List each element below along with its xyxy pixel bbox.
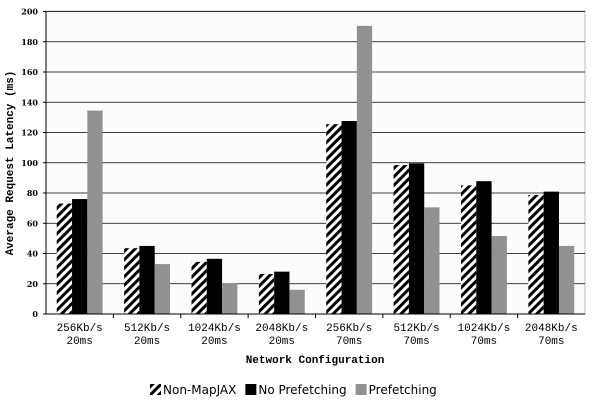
y-tick-label: 40 bbox=[27, 249, 39, 259]
bar-no-prefetching bbox=[274, 271, 290, 314]
bar-non-mapjax bbox=[393, 165, 409, 314]
bar-non-mapjax bbox=[528, 194, 544, 314]
legend-label: Prefetching bbox=[369, 383, 437, 397]
x-tick-label: 70ms bbox=[471, 336, 497, 348]
legend-label: Non-MapJAX bbox=[163, 383, 236, 397]
x-tick-label: 2048Kb/s bbox=[525, 323, 578, 335]
y-tick-label: 120 bbox=[21, 128, 38, 138]
bar-no-prefetching bbox=[476, 181, 492, 314]
bar-no-prefetching bbox=[72, 199, 88, 314]
legend-label: No Prefetching bbox=[258, 383, 346, 397]
bar-non-mapjax bbox=[191, 261, 207, 314]
bar-prefetching bbox=[356, 25, 373, 315]
bar-prefetching bbox=[87, 110, 103, 314]
x-tick-label: 20ms bbox=[66, 336, 92, 348]
y-tick-label: 60 bbox=[27, 218, 39, 228]
y-tick-label: 160 bbox=[21, 67, 38, 77]
y-tick-label: 20 bbox=[27, 279, 39, 289]
bar-non-mapjax bbox=[460, 185, 477, 314]
legend-swatch bbox=[150, 384, 161, 395]
y-tick-label: 200 bbox=[21, 7, 38, 17]
y-tick-label: 140 bbox=[21, 97, 38, 107]
y-tick-label: 0 bbox=[32, 309, 38, 319]
x-tick-label: 1024Kb/s bbox=[188, 323, 241, 335]
bar-prefetching bbox=[289, 289, 305, 314]
x-tick-label: 1024Kb/s bbox=[458, 323, 511, 335]
bar-no-prefetching bbox=[139, 245, 155, 314]
bar-non-mapjax bbox=[258, 273, 275, 314]
y-tick-label: 180 bbox=[21, 37, 38, 47]
x-tick-label: 512Kb/s bbox=[393, 323, 439, 335]
bar-non-mapjax bbox=[326, 124, 342, 315]
bar-non-mapjax bbox=[124, 248, 140, 314]
x-tick-label: 70ms bbox=[403, 336, 429, 348]
x-tick-label: 20ms bbox=[269, 336, 295, 348]
bar-prefetching bbox=[222, 282, 238, 314]
bar-prefetching bbox=[558, 245, 575, 314]
legend: Non-MapJAX No Prefetching Prefetching bbox=[150, 383, 437, 397]
x-axis-label: Network Configuration bbox=[246, 355, 385, 367]
y-tick-label: 80 bbox=[27, 188, 39, 198]
bar-prefetching bbox=[491, 235, 507, 314]
bar-no-prefetching bbox=[341, 121, 357, 314]
legend-swatch bbox=[245, 384, 257, 395]
bar-prefetching bbox=[424, 207, 440, 314]
legend-swatch bbox=[355, 384, 367, 395]
x-tick-label: 512Kb/s bbox=[124, 323, 170, 335]
x-tick-label: 2048Kb/s bbox=[255, 323, 308, 335]
bar-non-mapjax bbox=[56, 203, 73, 314]
x-tick-label: 70ms bbox=[538, 336, 564, 348]
bar-prefetching bbox=[154, 264, 171, 314]
y-axis-label: Average Request Latency (ms) bbox=[5, 71, 17, 256]
bar-no-prefetching bbox=[206, 258, 223, 314]
x-tick-label: 256Kb/s bbox=[57, 323, 103, 335]
x-tick-label: 256Kb/s bbox=[326, 323, 372, 335]
bar-no-prefetching bbox=[408, 163, 425, 314]
x-tick-label: 70ms bbox=[336, 336, 362, 348]
x-tick-label: 20ms bbox=[134, 336, 160, 348]
x-tick-label: 20ms bbox=[201, 336, 227, 348]
y-tick-label: 100 bbox=[21, 158, 38, 168]
bar-no-prefetching bbox=[543, 191, 559, 314]
